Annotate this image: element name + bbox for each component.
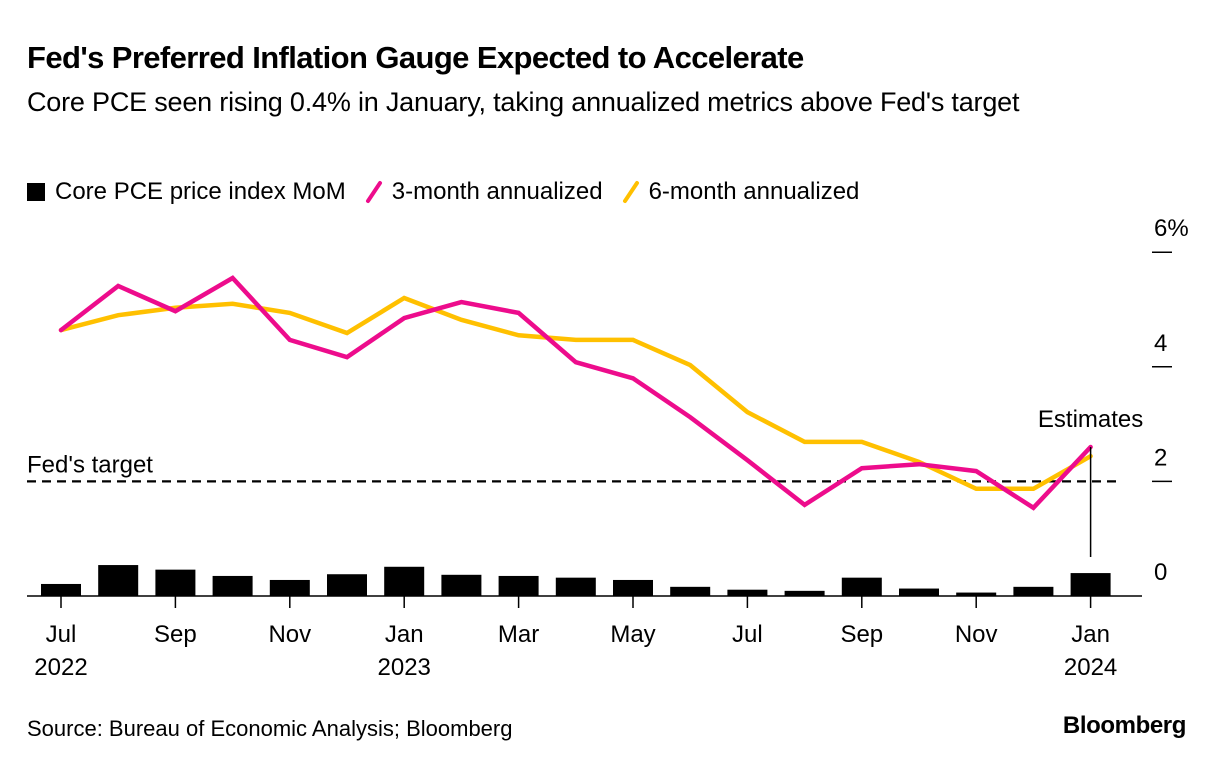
legend-item-3m: 3-month annualized bbox=[364, 178, 603, 206]
x-tick-label-month: Nov bbox=[955, 621, 998, 648]
y-tick-label: 6% bbox=[1154, 215, 1189, 242]
series-line-3-month-annualized bbox=[58, 275, 1093, 511]
x-tick-label-month: Jan bbox=[385, 621, 424, 648]
bar-mark bbox=[727, 589, 768, 596]
pink-line-swatch-icon bbox=[365, 181, 382, 203]
yellow-line-swatch-icon bbox=[622, 181, 639, 203]
bar-mark bbox=[555, 577, 596, 596]
bar-mark bbox=[899, 588, 939, 596]
x-tick-label-year: 2024 bbox=[1064, 654, 1117, 681]
bar-mark bbox=[841, 577, 882, 596]
fed-target-label: Fed's target bbox=[27, 451, 153, 478]
bar-swatch-icon bbox=[27, 183, 45, 201]
bloomberg-logo: Bloomberg bbox=[1062, 712, 1186, 739]
legend-label: 6-month annualized bbox=[648, 178, 860, 205]
y-tick-label: 0 bbox=[1154, 559, 1167, 586]
y-tick-label: 4 bbox=[1154, 330, 1167, 357]
bar-mark bbox=[41, 583, 81, 596]
bar-mark bbox=[384, 566, 425, 596]
x-tick-label-month: Jul bbox=[46, 621, 77, 648]
bar-mark bbox=[670, 586, 711, 596]
bar-mark bbox=[327, 574, 367, 596]
x-tick-label-month: May bbox=[610, 621, 655, 648]
x-tick-label-year: 2022 bbox=[34, 654, 87, 681]
bar-mark bbox=[1070, 573, 1111, 596]
bar-mark bbox=[1013, 586, 1054, 596]
x-tick-label-month: Sep bbox=[154, 621, 197, 648]
bar-mark bbox=[155, 569, 196, 596]
x-tick-label-month: Nov bbox=[268, 621, 311, 648]
bar-mark bbox=[956, 592, 997, 596]
legend-label: Core PCE price index MoM bbox=[55, 178, 346, 205]
chart-subtitle: Core PCE seen rising 0.4% in January, ta… bbox=[27, 87, 1020, 117]
x-tick-label-month: Sep bbox=[840, 621, 883, 648]
series-line-6-month-annualized bbox=[58, 295, 1093, 492]
chart-title: Fed's Preferred Inflation Gauge Expected… bbox=[27, 40, 804, 75]
x-tick-label-month: Jan bbox=[1071, 621, 1110, 648]
legend-item-mom: Core PCE price index MoM bbox=[27, 178, 346, 206]
bar-mark bbox=[784, 590, 825, 596]
bar-mark bbox=[269, 579, 310, 596]
x-tick-label-month: Jul bbox=[732, 621, 763, 648]
y-tick-label: 2 bbox=[1154, 444, 1167, 471]
bar-mark bbox=[212, 575, 253, 596]
bar-mark bbox=[498, 575, 539, 596]
legend: Core PCE price index MoM 3-month annuali… bbox=[27, 178, 877, 206]
estimates-annotation-label: Estimates bbox=[1038, 406, 1143, 433]
x-tick-label-year: 2023 bbox=[378, 654, 431, 681]
x-tick-label-month: Mar bbox=[498, 621, 539, 648]
bar-mark bbox=[98, 565, 139, 596]
legend-label: 3-month annualized bbox=[391, 178, 603, 205]
bar-mark bbox=[441, 574, 482, 596]
legend-item-6m: 6-month annualized bbox=[621, 178, 860, 206]
bar-mark bbox=[613, 579, 653, 596]
source-note: Source: Bureau of Economic Analysis; Blo… bbox=[27, 716, 513, 741]
